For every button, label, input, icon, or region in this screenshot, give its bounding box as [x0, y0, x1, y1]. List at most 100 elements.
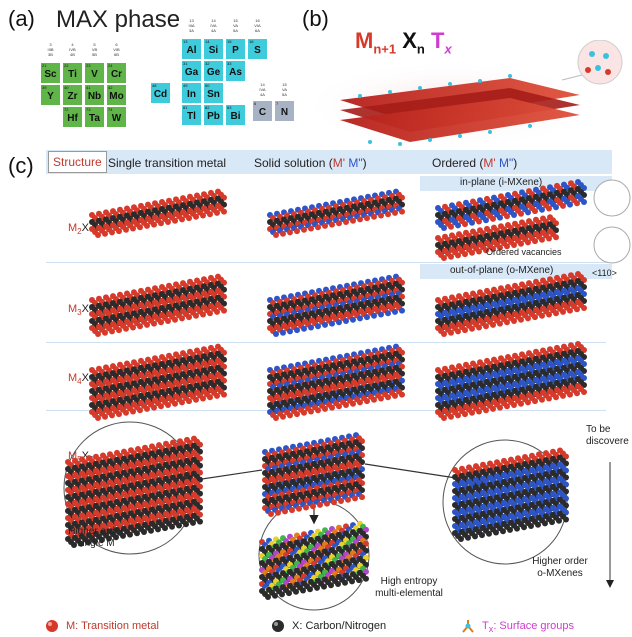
col-header-ordered: Ordered (M' M"): [432, 156, 517, 170]
slab-m2x-single: [89, 188, 227, 238]
element-number: 31: [183, 61, 188, 66]
slab-m5x4-solid: [262, 432, 365, 517]
element-number: 39: [42, 85, 47, 90]
legend-metal: M: Transition metal: [66, 620, 159, 632]
element-cell-nb: 41 Nb: [84, 84, 105, 106]
formula-m-sub: n+1: [373, 41, 397, 57]
element-symbol: Si: [208, 45, 219, 56]
atom: [294, 327, 300, 334]
atom: [581, 199, 587, 205]
element-cell-bi: 83 Bi: [225, 104, 246, 126]
atom: [525, 239, 531, 246]
atom: [165, 219, 171, 225]
atom: [574, 200, 580, 207]
element-number: 82: [205, 105, 210, 110]
element-symbol: Zr: [67, 91, 78, 102]
to-be-line1: To be: [586, 424, 611, 435]
col-solid-prefix: Solid solution (: [254, 156, 333, 170]
atom: [193, 312, 199, 319]
atom: [200, 212, 206, 219]
element-symbol: Tl: [187, 111, 196, 122]
element-symbol: Ga: [184, 67, 199, 78]
legend-carbon: X: Carbon/Nitrogen: [292, 620, 387, 632]
atom: [357, 216, 363, 223]
out-of-plane-label: out-of-plane (o-MXene): [450, 265, 554, 276]
atom: [399, 208, 405, 215]
higher-order-single-label: Higher order single M: [56, 526, 136, 550]
element-cell-cr: 24 Cr: [106, 62, 127, 84]
element-symbol: W: [111, 113, 122, 124]
atom: [280, 329, 286, 336]
atom: [214, 209, 220, 216]
atom: [511, 318, 517, 324]
row-separator: [46, 262, 606, 263]
mxene-formula: Mn+1 Xn Tx: [355, 28, 452, 56]
atom: [469, 249, 475, 256]
slab-m2x-solid: [267, 188, 405, 238]
atom: [273, 232, 279, 238]
atom: [130, 324, 136, 331]
atom: [532, 238, 538, 245]
row-m: M: [68, 222, 78, 234]
element-number: 23: [86, 63, 91, 68]
panel-a-letter: (a): [8, 6, 35, 31]
panel-b-letter: (b): [302, 6, 329, 31]
atom: [123, 226, 129, 233]
row-m-sub: 3: [77, 308, 82, 318]
row-m-sub: 2: [77, 227, 82, 237]
atom: [109, 328, 115, 335]
direction-label: <110>: [592, 268, 617, 278]
slab-m4x3-single: [89, 343, 227, 421]
atom: [476, 324, 482, 331]
carbon-atom-legend-icon: [272, 620, 284, 632]
higher-order-o-line2: o-MXenes: [537, 568, 583, 579]
metal-atom-legend-icon: [46, 620, 58, 632]
row-m: M: [68, 372, 78, 384]
element-cell-y: 39 Y: [40, 84, 61, 106]
slab-m3x2-single: [89, 273, 227, 337]
group-header: 15 VA 5A: [281, 82, 288, 97]
element-symbol: Pb: [207, 111, 220, 122]
row-x: X: [81, 450, 89, 462]
element-symbol: Cr: [110, 69, 123, 80]
element-number: 42: [108, 85, 113, 90]
formula-t-sub: x: [444, 41, 452, 57]
formula-x: X: [402, 28, 417, 53]
atom: [462, 327, 468, 334]
group-header: 14 IVA 4A: [259, 82, 266, 97]
atom: [308, 225, 314, 232]
row-x: X: [81, 372, 89, 384]
element-cell-hf: 72 Hf: [62, 106, 83, 128]
element-cell-s: 16 S: [247, 38, 268, 60]
atom: [315, 224, 321, 231]
atom: [158, 220, 164, 227]
atom: [364, 314, 370, 321]
atom: [350, 316, 356, 323]
panel-c-letter: (c): [8, 153, 34, 178]
atom: [399, 391, 405, 398]
atom: [322, 321, 328, 328]
vacancy-zoom-circle: [593, 226, 631, 264]
atom: [483, 323, 489, 330]
atom: [581, 305, 587, 311]
element-number: 48: [152, 83, 157, 88]
atom: [200, 311, 206, 318]
element-number: 72: [64, 107, 69, 112]
atom: [301, 226, 307, 233]
atom: [371, 312, 377, 319]
group-header: 6 VIB 6B: [113, 42, 120, 57]
slab-m2x-vacancy: [435, 214, 559, 261]
atom: [179, 216, 185, 223]
higher-order-single-line2: single M: [77, 538, 115, 549]
element-number: 33: [227, 61, 232, 66]
atom: [95, 232, 101, 238]
atom: [350, 217, 356, 224]
element-cell-sc: 21 Sc: [40, 62, 61, 84]
high-entropy-line1: High entropy: [380, 576, 438, 587]
atom: [151, 320, 157, 327]
atom: [287, 328, 293, 335]
element-symbol: Ta: [89, 113, 100, 124]
element-cell-ga: 31 Ga: [181, 60, 202, 82]
atom: [441, 331, 447, 337]
atom: [455, 252, 461, 259]
